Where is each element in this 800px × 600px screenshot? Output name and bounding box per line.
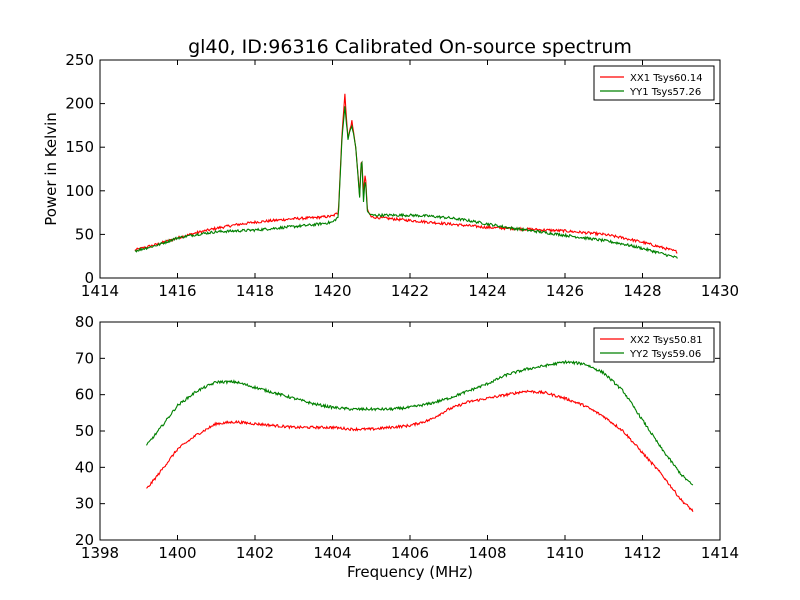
x-tick-label-bottom-0: 1398 bbox=[81, 544, 119, 562]
legend-label-bottom-1: XX2 Tsys50.81 bbox=[630, 335, 703, 346]
x-tick-label-top-3: 1420 bbox=[313, 282, 351, 300]
y-tick-label-bottom-2: 40 bbox=[75, 458, 94, 476]
y-tick-label-bottom-3: 50 bbox=[75, 422, 94, 440]
x-tick-label-top-2: 1418 bbox=[236, 282, 274, 300]
y-axis-label-top: Power in Kelvin bbox=[42, 112, 60, 226]
x-tick-label-bottom-4: 1406 bbox=[391, 544, 429, 562]
legend-box-top bbox=[593, 65, 715, 101]
y-tick-label-bottom-6: 80 bbox=[75, 313, 94, 331]
y-tick-label-bottom-5: 70 bbox=[75, 349, 94, 367]
x-tick-label-top-8: 1430 bbox=[701, 282, 739, 300]
x-tick-label-top-5: 1424 bbox=[468, 282, 506, 300]
x-tick-label-bottom-5: 1408 bbox=[468, 544, 506, 562]
x-tick-label-bottom-7: 1412 bbox=[623, 544, 661, 562]
y-tick-label-top-0: 0 bbox=[84, 269, 94, 287]
chart-panel-bottom: 1398 1400 1402 1404 1406 1408 1410 1412 1414 20 30… bbox=[75, 313, 739, 581]
y-tick-label-top-1: 50 bbox=[75, 225, 94, 243]
x-tick-label-top-6: 1426 bbox=[546, 282, 584, 300]
y-tick-label-top-2: 100 bbox=[65, 182, 94, 200]
legend-box-bottom bbox=[593, 327, 715, 363]
x-tick-label-top-7: 1428 bbox=[623, 282, 661, 300]
series-line-bottom-2 bbox=[146, 359, 694, 486]
x-tick-label-top-0: 1414 bbox=[81, 282, 119, 300]
y-tick-label-bottom-1: 30 bbox=[75, 495, 94, 513]
x-tick-label-bottom-1: 1400 bbox=[158, 544, 196, 562]
chart-panel-top: 1414 1416 1418 1420 1422 1424 1426 1428 1430 0 50 1… bbox=[42, 51, 739, 300]
x-tick-label-bottom-8: 1414 bbox=[701, 544, 739, 562]
y-tick-label-top-5: 250 bbox=[65, 51, 94, 69]
legend-bottom: XX2 Tsys50.81 YY2 Tsys59.06 bbox=[593, 327, 715, 363]
y-tick-label-top-3: 150 bbox=[65, 138, 94, 156]
legend-top: XX1 Tsys60.14 YY1 Tsys57.26 bbox=[593, 65, 715, 101]
x-tick-label-bottom-6: 1410 bbox=[546, 544, 584, 562]
legend-label-top-2: YY1 Tsys57.26 bbox=[629, 87, 701, 98]
series-line-top-2 bbox=[134, 106, 678, 259]
series-line-top-1 bbox=[134, 93, 678, 254]
legend-label-bottom-2: YY2 Tsys59.06 bbox=[629, 349, 701, 360]
legend-label-top-1: XX1 Tsys60.14 bbox=[630, 73, 703, 84]
figure-title: gl40, ID:96316 Calibrated On-source spec… bbox=[188, 36, 632, 58]
y-tick-label-bottom-0: 20 bbox=[75, 531, 94, 549]
x-tick-label-bottom-2: 1402 bbox=[236, 544, 274, 562]
x-tick-label-top-1: 1416 bbox=[158, 282, 196, 300]
series-line-bottom-1 bbox=[146, 389, 694, 512]
y-tick-label-bottom-4: 60 bbox=[75, 386, 94, 404]
x-tick-label-top-4: 1422 bbox=[391, 282, 429, 300]
x-tick-label-bottom-3: 1404 bbox=[313, 544, 351, 562]
y-tick-label-top-4: 200 bbox=[65, 95, 94, 113]
x-axis-label-bottom: Frequency (MHz) bbox=[347, 563, 473, 581]
